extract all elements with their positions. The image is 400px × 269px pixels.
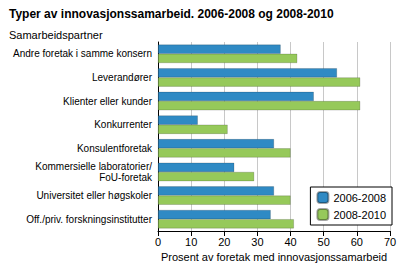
svg-text:Andre foretak i samme konsern: Andre foretak i samme konsern: [13, 48, 152, 59]
svg-text:0: 0: [155, 236, 161, 248]
svg-text:Leverandører: Leverandører: [92, 72, 153, 83]
svg-text:70: 70: [384, 236, 396, 248]
svg-text:50: 50: [318, 236, 330, 248]
svg-text:Kommersielle laboratorier/: Kommersielle laboratorier/: [35, 161, 152, 172]
svg-text:Universitet eller høgskoler: Universitet eller høgskoler: [36, 190, 152, 201]
svg-text:Samarbeidspartner: Samarbeidspartner: [9, 29, 103, 41]
svg-text:Konsulentforetak: Konsulentforetak: [77, 143, 153, 154]
svg-text:30: 30: [251, 236, 263, 248]
svg-text:40: 40: [284, 236, 296, 248]
svg-text:2006-2008: 2006-2008: [333, 192, 386, 204]
svg-text:20: 20: [218, 236, 230, 248]
svg-text:Typer av innovasjonssamarbeid.: Typer av innovasjonssamarbeid. 2006-2008…: [9, 7, 334, 21]
svg-text:FoU-foretak: FoU-foretak: [99, 172, 153, 183]
svg-text:2008-2010: 2008-2010: [333, 209, 386, 221]
svg-text:Konkurrenter: Konkurrenter: [94, 119, 152, 130]
svg-text:60: 60: [351, 236, 363, 248]
svg-text:Off./priv. forskningsinstitutt: Off./priv. forskningsinstitutter: [26, 214, 152, 225]
svg-text:10: 10: [185, 236, 197, 248]
svg-text:Klienter eller kunder: Klienter eller kunder: [63, 96, 153, 107]
svg-text:Prosent av foretak med innovas: Prosent av foretak med innovasjonssamarb…: [161, 251, 387, 263]
